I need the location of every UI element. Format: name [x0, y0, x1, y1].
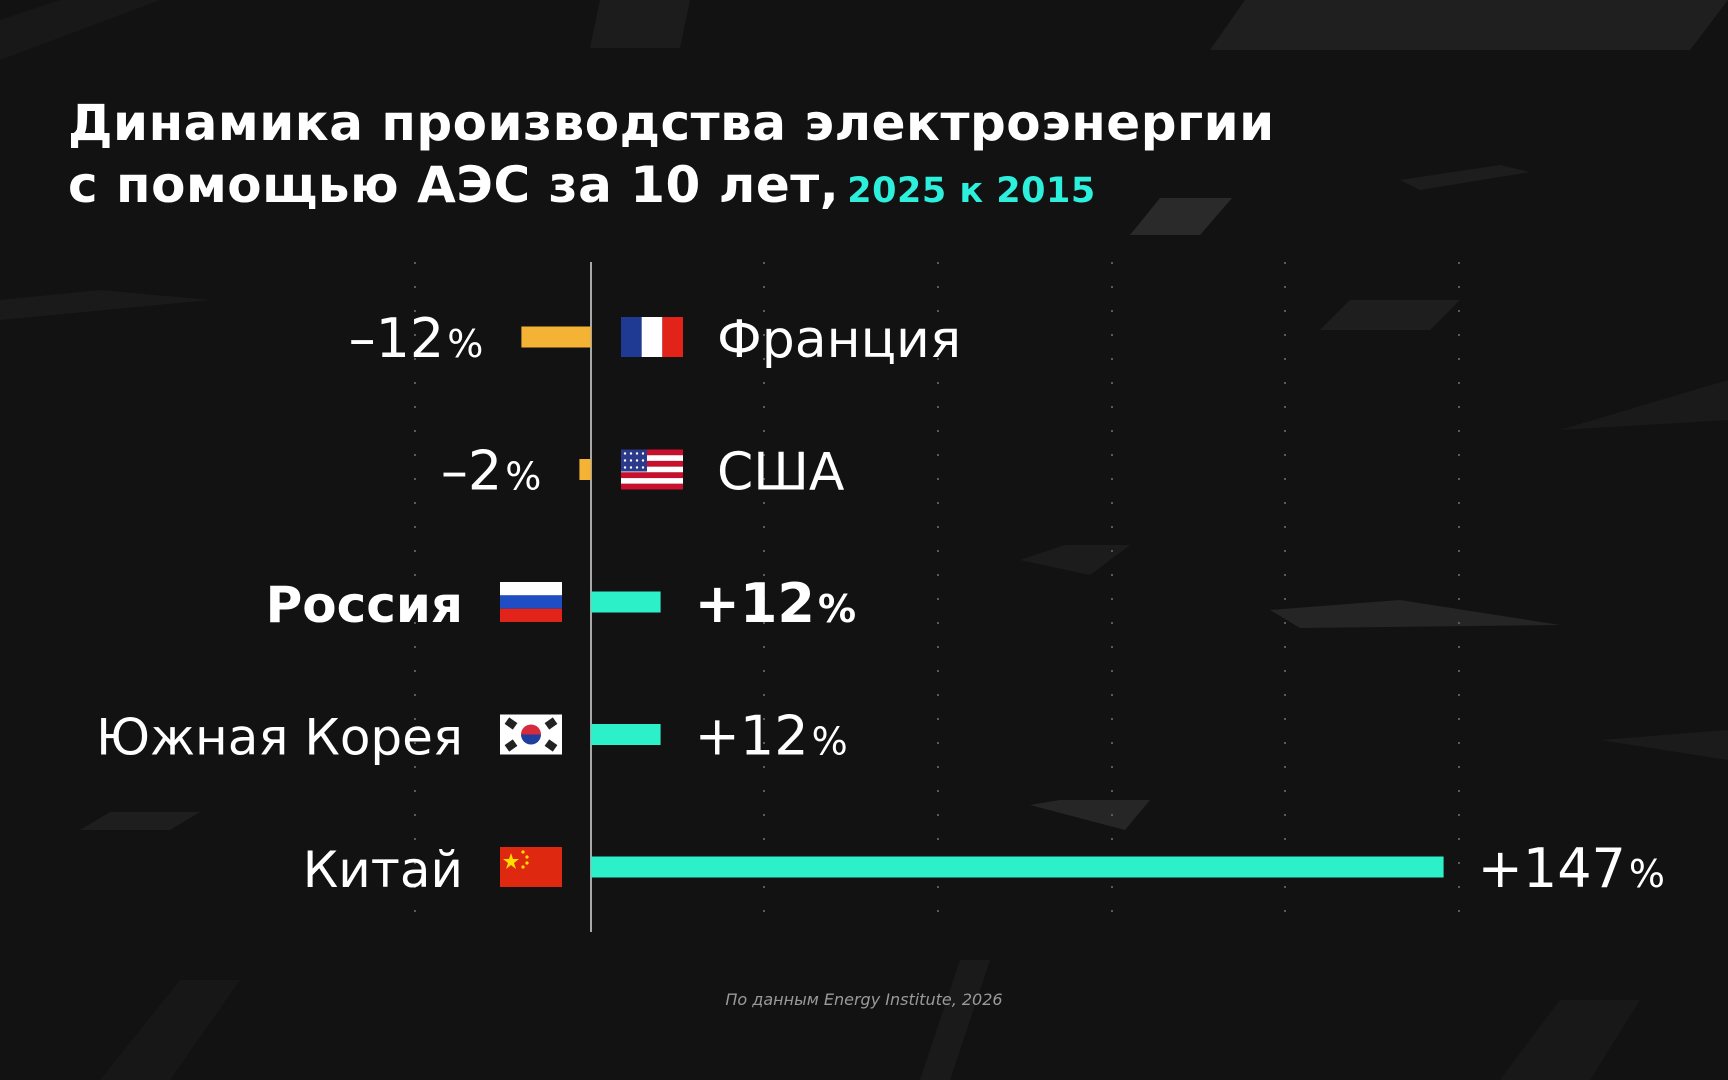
bar: [591, 724, 661, 745]
chart-flags: [500, 317, 683, 887]
value-label: +12%: [695, 705, 848, 768]
category-label: Южная Корея: [96, 709, 463, 767]
chart-title: Динамика производства электроэнергии с п…: [68, 92, 1275, 222]
value-label: +147%: [1478, 837, 1665, 900]
flag-china-icon: [500, 847, 562, 887]
flag-usa-icon: [621, 449, 683, 490]
value-label: –12%: [349, 307, 484, 370]
title-line-2: с помощью АЭС за 10 лет,: [68, 156, 840, 214]
chart-subtitle: 2025 к 2015: [847, 171, 1096, 211]
flag-russia-icon: [500, 582, 562, 622]
chart-labels: Франция –12% США –2% Россия +12% Южная Корея +1…: [96, 307, 1665, 900]
title-line-1: Динамика производства электроэнергии: [68, 94, 1275, 152]
value-label: –2%: [441, 440, 541, 503]
value-label: +12%: [695, 572, 856, 635]
source-note: По данным Energy Institute, 2026: [725, 990, 1003, 1009]
category-label: Россия: [266, 576, 463, 634]
chart-bars: [521, 326, 1444, 878]
category-label: США: [717, 443, 845, 503]
bar: [591, 856, 1444, 878]
category-label: Франция: [717, 310, 961, 370]
bar: [521, 326, 591, 348]
category-label: Китай: [303, 841, 463, 899]
bar: [579, 459, 591, 480]
bar: [591, 591, 661, 613]
flag-france-icon: [621, 317, 683, 357]
flag-south-korea-icon: [500, 714, 562, 755]
